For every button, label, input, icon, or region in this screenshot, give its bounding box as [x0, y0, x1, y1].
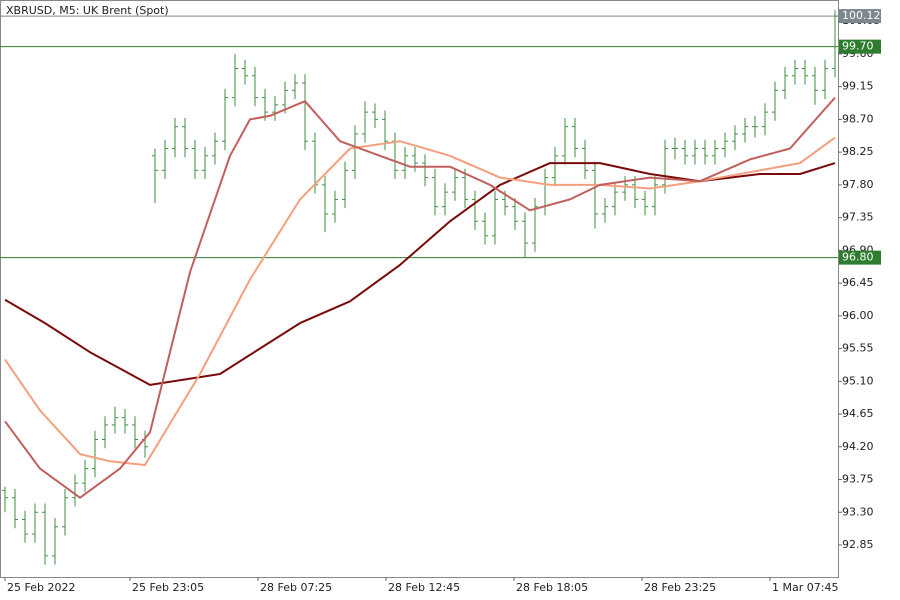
- level-tag-label: 99.70: [842, 40, 874, 53]
- x-tick-label: 28 Feb 07:25: [260, 581, 332, 594]
- moving-average: [4, 162, 836, 386]
- chart-title: XBRUSD, M5: UK Brent (Spot): [6, 4, 169, 17]
- y-tick-label: 96.00: [842, 309, 874, 322]
- y-tick-label: 98.25: [842, 145, 874, 158]
- moving-average: [4, 96, 836, 499]
- y-tick-label: 94.20: [842, 440, 874, 453]
- level-tag: [839, 250, 881, 265]
- x-tick-label: 28 Feb 18:05: [516, 581, 588, 594]
- y-tick-label: 97.35: [842, 211, 874, 224]
- x-tick-label: 25 Feb 2022: [7, 581, 75, 594]
- y-tick-label: 94.65: [842, 407, 874, 420]
- y-tick-label: 92.85: [842, 538, 874, 551]
- level-tag-label: 100.12: [842, 9, 881, 22]
- x-tick-label: 28 Feb 12:45: [388, 581, 460, 594]
- y-tick-label: 95.10: [842, 374, 874, 387]
- x-tick-label: 25 Feb 23:05: [132, 581, 204, 594]
- x-tick-label: 28 Feb 23:25: [644, 581, 716, 594]
- level-tag-label: 96.80: [842, 251, 874, 264]
- y-tick-label: 97.80: [842, 178, 874, 191]
- plot-frame: [0, 0, 839, 578]
- y-tick-label: 95.55: [842, 342, 874, 355]
- level-tag: [839, 39, 881, 54]
- y-tick-label: 93.30: [842, 505, 874, 518]
- y-tick-label: 96.45: [842, 276, 874, 289]
- y-tick-label: 98.70: [842, 112, 874, 125]
- x-tick-label: 1 Mar 07:45: [772, 581, 838, 594]
- y-tick-label: 99.15: [842, 80, 874, 93]
- y-tick-label: 93.75: [842, 473, 874, 486]
- level-tag: [839, 9, 881, 24]
